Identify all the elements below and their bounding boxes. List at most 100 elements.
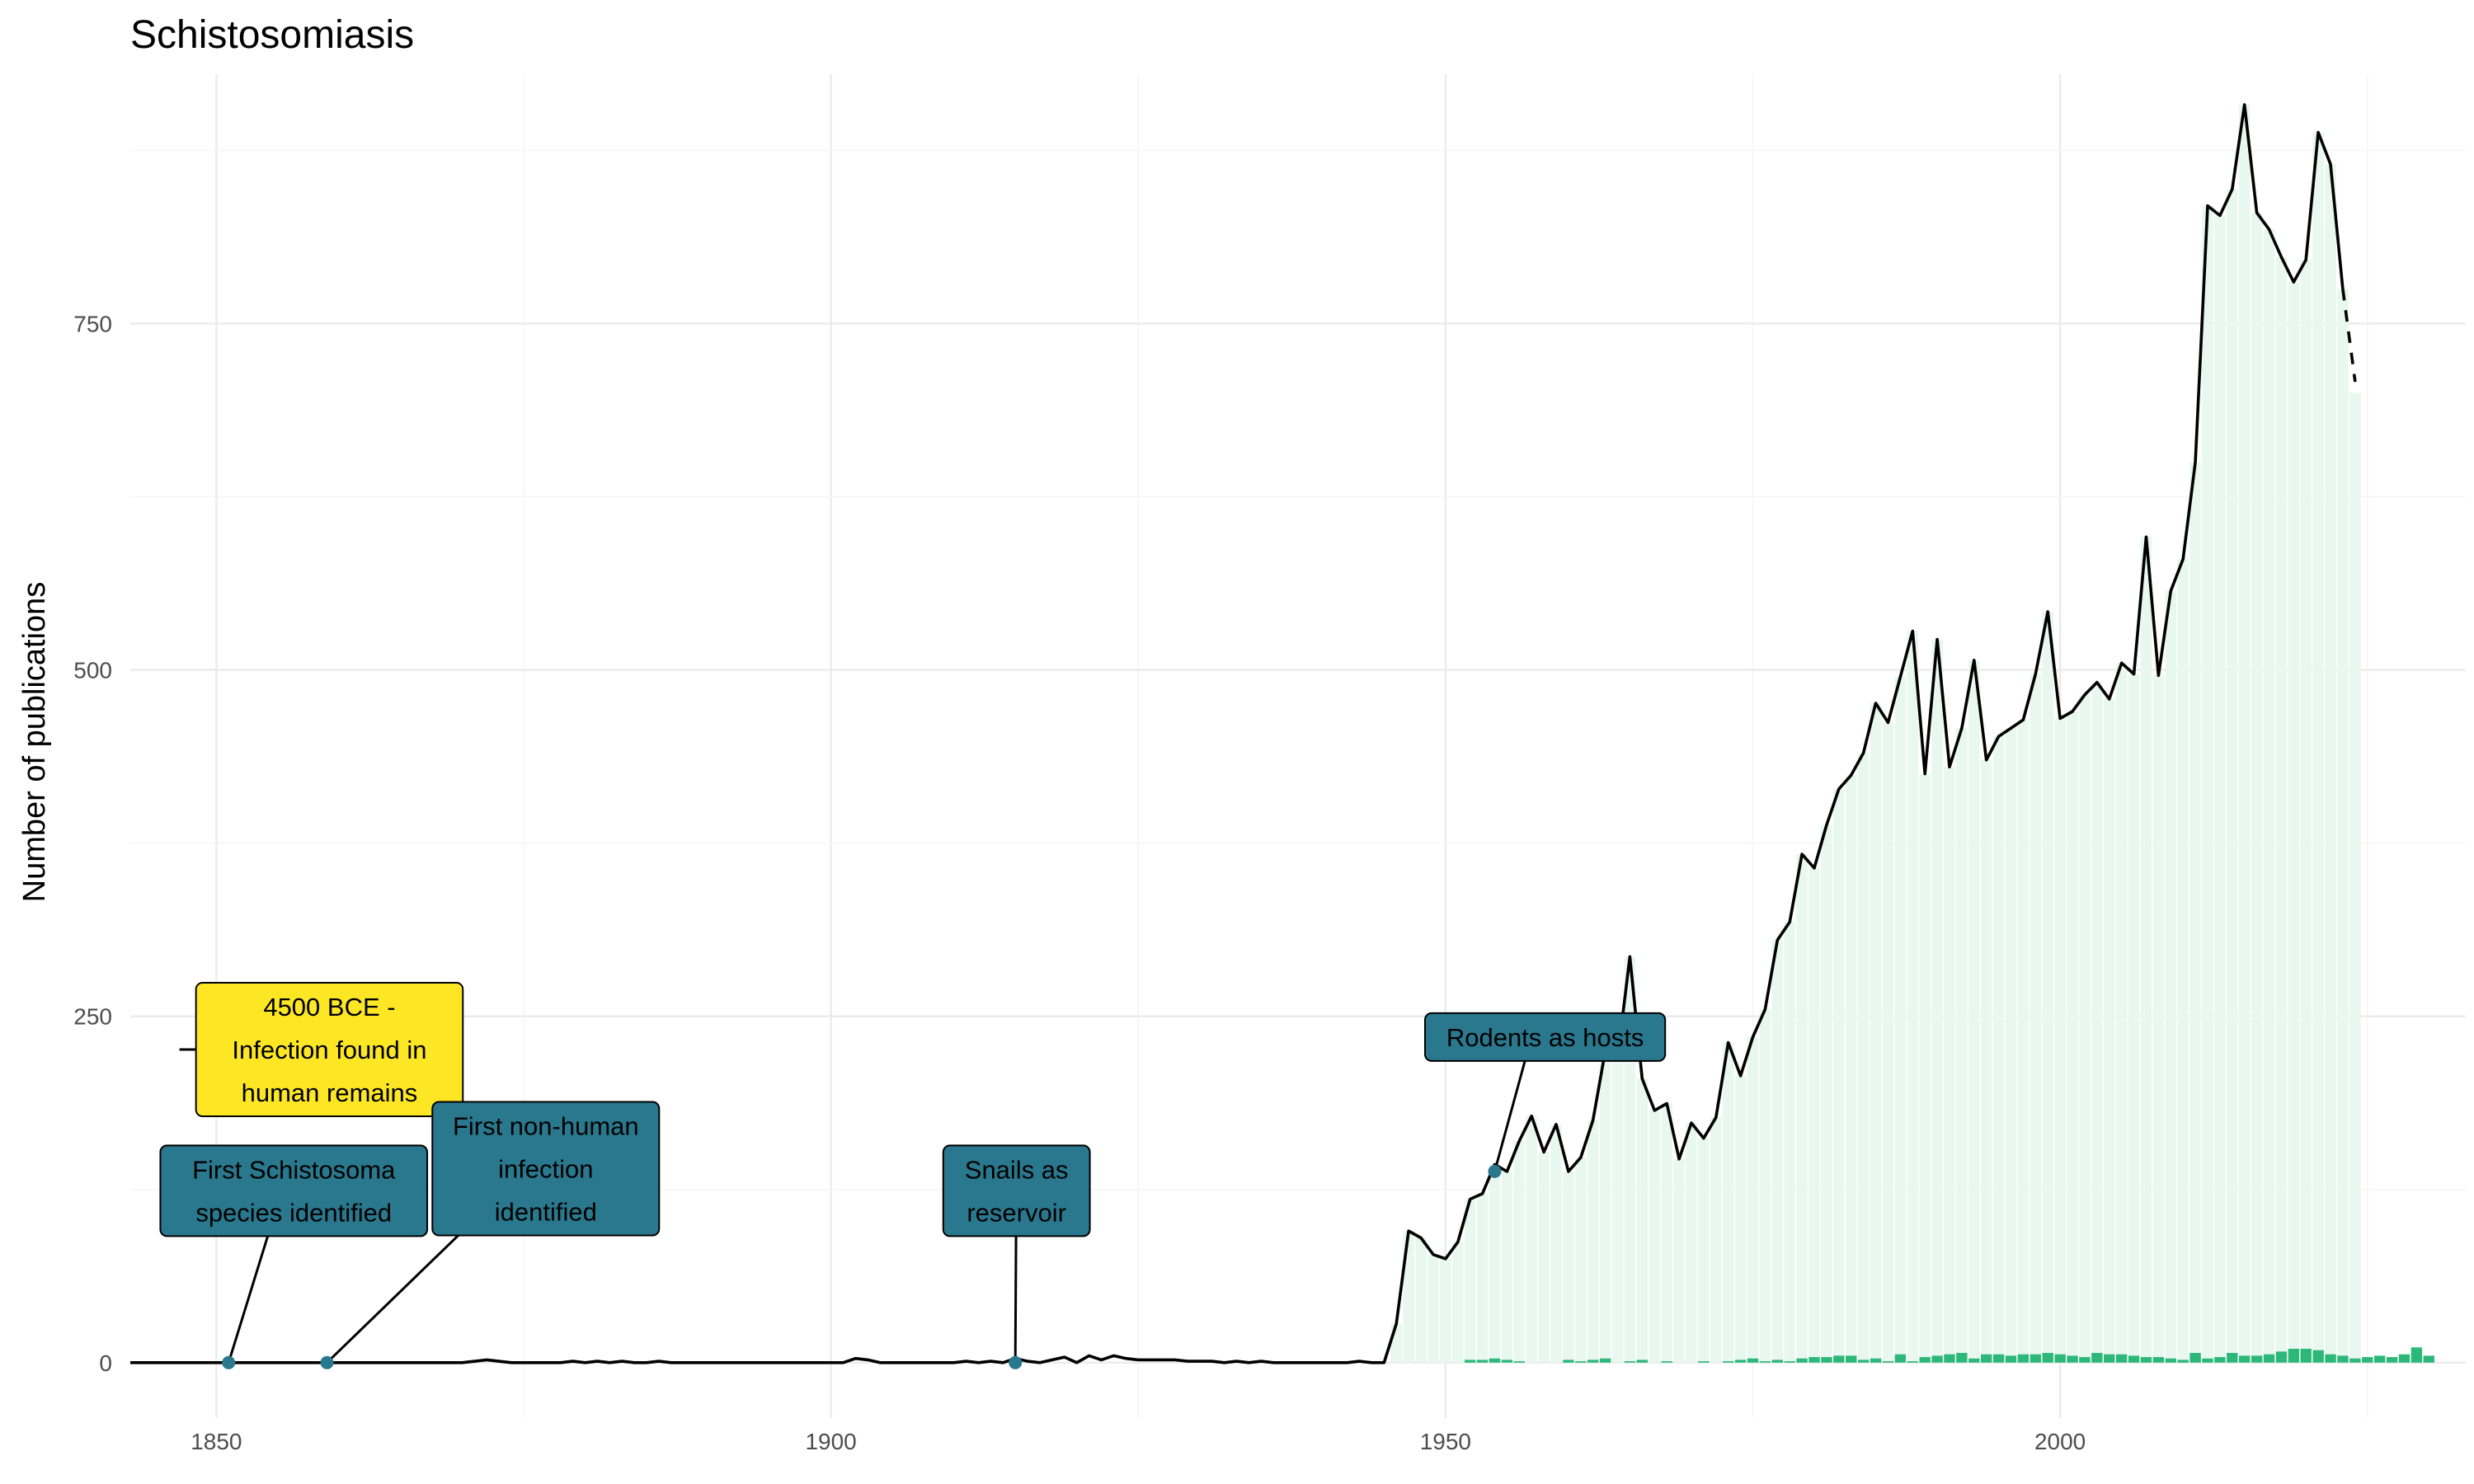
small-bar xyxy=(1894,1354,1907,1363)
small-bar xyxy=(1784,1361,1795,1363)
annotation-connector xyxy=(1493,1060,1526,1172)
small-bar xyxy=(2362,1357,2373,1363)
small-bar xyxy=(2054,1354,2066,1363)
total-bar xyxy=(1599,1050,1611,1363)
small-bar xyxy=(1747,1358,1759,1363)
axes: 1850 1900 1950 2000 0 250 500 750 xyxy=(73,311,2086,1454)
total-bar xyxy=(1833,789,1845,1363)
total-bar xyxy=(1857,753,1870,1363)
y-tick-label: 250 xyxy=(73,1004,112,1030)
small-bar xyxy=(1944,1354,1955,1363)
total-bar xyxy=(1661,1103,1672,1363)
annotation-point xyxy=(320,1355,334,1369)
total-bar xyxy=(1808,867,1820,1363)
total-bar xyxy=(2091,682,2103,1363)
small-bar xyxy=(2275,1351,2288,1363)
annotation-box xyxy=(942,1144,1091,1237)
small-bar xyxy=(2214,1357,2226,1363)
total-bar xyxy=(2140,537,2152,1363)
total-bar xyxy=(1636,1078,1649,1363)
small-bar xyxy=(1907,1361,1918,1363)
total-bar xyxy=(1980,759,1992,1363)
x-tick-label: 2000 xyxy=(2034,1429,2086,1454)
small-bar xyxy=(2165,1358,2176,1363)
annotation-text: Infection found in xyxy=(232,1036,426,1064)
total-bar xyxy=(2067,711,2078,1363)
y-tick-label: 0 xyxy=(99,1350,112,1376)
annotation-text: infection xyxy=(498,1155,593,1184)
small-bar xyxy=(2411,1347,2423,1363)
series-lines xyxy=(130,103,2357,1364)
projection-line xyxy=(2341,289,2357,383)
annotation-text: species identified xyxy=(195,1198,392,1227)
small-bar xyxy=(2177,1360,2189,1363)
small-bar xyxy=(1563,1360,1574,1363)
small-bar xyxy=(2128,1355,2140,1363)
total-bar xyxy=(1882,722,1894,1363)
total-bar xyxy=(2214,215,2226,1363)
total-bar xyxy=(2079,694,2091,1363)
small-bar xyxy=(2091,1353,2103,1363)
x-tick-label: 1900 xyxy=(805,1429,856,1454)
annotation-box xyxy=(195,982,464,1118)
small-bar xyxy=(1513,1361,1526,1363)
small-bar xyxy=(1771,1360,1784,1363)
small-bar xyxy=(1968,1358,1980,1363)
total-bar xyxy=(1587,1120,1599,1363)
total-bar xyxy=(2104,698,2115,1363)
small-bar xyxy=(2067,1355,2078,1363)
small-bar xyxy=(2349,1358,2361,1363)
small-bar xyxy=(1857,1360,1870,1363)
annotation-text: Rodents as hosts xyxy=(1446,1023,1644,1052)
total-bar xyxy=(1563,1171,1574,1363)
total-bar xyxy=(1403,1231,1414,1363)
small-bar xyxy=(2017,1354,2030,1363)
small-bar xyxy=(1759,1361,1771,1363)
annotation-point xyxy=(1009,1355,1023,1369)
total-bar xyxy=(1476,1193,1489,1363)
small-bar xyxy=(1698,1361,1710,1363)
total-bar xyxy=(1538,1152,1550,1363)
small-bar xyxy=(2104,1354,2115,1363)
total-bar xyxy=(1501,1171,1513,1363)
annotation-text: Snails as xyxy=(965,1155,1069,1184)
small-bar xyxy=(1796,1358,1808,1363)
total-bar xyxy=(2251,213,2263,1363)
total-bar xyxy=(1759,1009,1771,1363)
total-bar xyxy=(1489,1164,1501,1363)
small-bar xyxy=(2251,1355,2263,1363)
total-bar xyxy=(2300,260,2312,1363)
total-bar xyxy=(1611,1058,1624,1363)
total-bar xyxy=(1894,676,1907,1363)
annotation-connector xyxy=(1014,1236,1018,1363)
annotation-text: human remains xyxy=(242,1078,418,1107)
total-bar xyxy=(1698,1138,1710,1363)
annotation-text: First Schistosoma xyxy=(192,1155,396,1184)
small-bar xyxy=(2202,1358,2213,1363)
total-bar xyxy=(2312,132,2324,1363)
small-bar xyxy=(1833,1355,1845,1363)
x-tick-label: 1850 xyxy=(190,1429,242,1454)
total-bar xyxy=(1784,922,1795,1363)
annotation-0: 4500 BCE - Infection found in human remain… xyxy=(179,982,464,1118)
annotation-2: First non-human infection identified xyxy=(320,1101,661,1369)
small-bar xyxy=(1599,1358,1611,1363)
total-bar xyxy=(1956,728,1968,1363)
small-bar xyxy=(1476,1360,1489,1363)
annotation-point xyxy=(1488,1164,1502,1178)
small-bar xyxy=(1882,1361,1894,1363)
small-bar xyxy=(1587,1360,1599,1363)
small-bar xyxy=(1846,1355,1857,1363)
total-bar xyxy=(2189,462,2201,1363)
total-bar xyxy=(1968,660,1980,1363)
small-bar xyxy=(2337,1355,2349,1363)
annotation-text: reservoir xyxy=(967,1198,1066,1227)
small-bar xyxy=(2115,1354,2128,1363)
annotations: 4500 BCE - Infection found in human remain… xyxy=(159,982,1667,1369)
small-bar xyxy=(2373,1355,2386,1363)
small-bar xyxy=(2227,1353,2238,1363)
y-axis-label: Number of publications xyxy=(17,582,52,903)
total-bar xyxy=(2263,229,2275,1363)
annotation-1: First Schistosoma species identified xyxy=(159,1144,429,1369)
